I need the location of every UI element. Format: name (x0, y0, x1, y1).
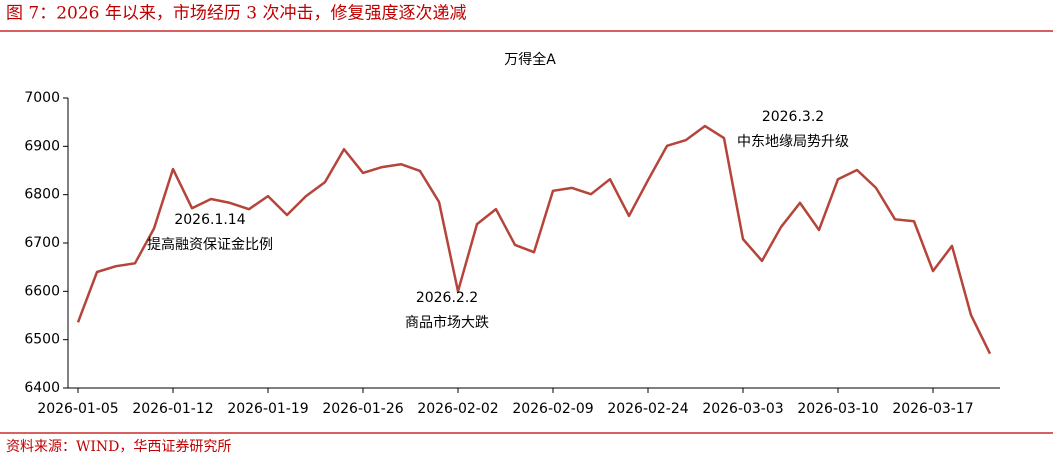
y-tick-label: 6900 (24, 138, 60, 154)
y-tick-label: 6700 (24, 235, 60, 251)
y-tick-label: 7000 (24, 90, 60, 106)
line (76, 124, 992, 355)
y-tick-label: 6600 (24, 283, 60, 299)
y-tick-label: 6800 (24, 187, 60, 203)
x-tick-label: 2026-01-05 (37, 401, 118, 417)
y-tick-label: 6400 (24, 380, 60, 396)
annotation-date: 2026.3.2 (762, 109, 824, 125)
x-tick-label: 2026-01-26 (322, 401, 403, 417)
x-tick-label: 2026-02-09 (512, 401, 593, 417)
x-tick-label: 2026-01-19 (227, 401, 308, 417)
x-tick-label: 2026-03-10 (797, 401, 878, 417)
annotation-date: 2026.2.2 (416, 290, 478, 306)
annotation-date: 2026.1.14 (174, 212, 245, 228)
annotation-text: 商品市场大跌 (405, 314, 489, 331)
x-tick-label: 2026-03-17 (892, 401, 973, 417)
y-tick-label: 6500 (24, 332, 60, 348)
x-tick-label: 2026-03-03 (702, 401, 783, 417)
x-tick-label: 2026-02-02 (417, 401, 498, 417)
annotation-text: 提高融资保证金比例 (147, 236, 273, 253)
page-title: 图 7：2026 年以来，市场经历 3 次冲击，修复强度逐次递减 (6, 4, 467, 24)
annotation-text: 中东地缘局势升级 (737, 134, 849, 150)
x-tick-label: 2026-02-24 (607, 401, 688, 417)
chart-title: 万得全A (504, 51, 556, 68)
source: 资料来源：WIND，华西证券研究所 (6, 439, 231, 455)
x-tick-label: 2026-01-12 (132, 401, 213, 417)
